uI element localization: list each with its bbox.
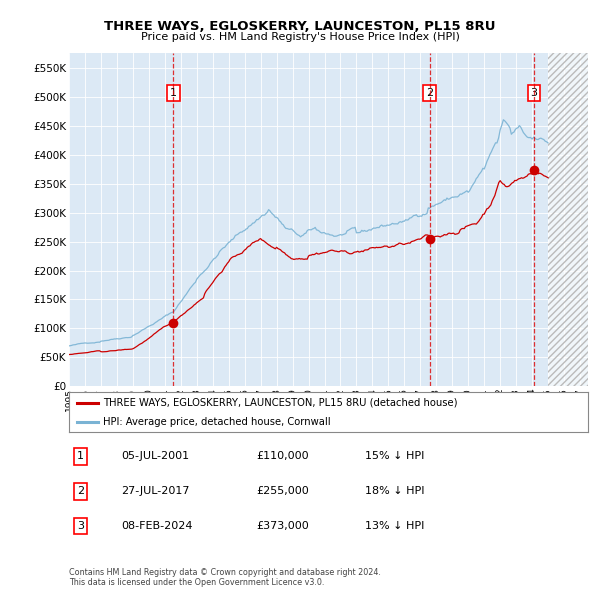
Text: 15% ↓ HPI: 15% ↓ HPI	[365, 451, 424, 461]
Text: £373,000: £373,000	[256, 521, 308, 531]
Text: £110,000: £110,000	[256, 451, 308, 461]
Text: 2: 2	[426, 88, 433, 98]
Text: 1: 1	[77, 451, 84, 461]
Text: HPI: Average price, detached house, Cornwall: HPI: Average price, detached house, Corn…	[103, 417, 331, 427]
Text: 08-FEB-2024: 08-FEB-2024	[121, 521, 193, 531]
Text: 3: 3	[77, 521, 84, 531]
Text: 2: 2	[77, 486, 84, 496]
Text: 18% ↓ HPI: 18% ↓ HPI	[365, 486, 424, 496]
Text: 1: 1	[170, 88, 177, 98]
Text: 05-JUL-2001: 05-JUL-2001	[121, 451, 189, 461]
Text: 3: 3	[530, 88, 538, 98]
Text: 27-JUL-2017: 27-JUL-2017	[121, 486, 190, 496]
Text: Contains HM Land Registry data © Crown copyright and database right 2024.
This d: Contains HM Land Registry data © Crown c…	[69, 568, 381, 587]
Text: Price paid vs. HM Land Registry's House Price Index (HPI): Price paid vs. HM Land Registry's House …	[140, 32, 460, 42]
Text: £255,000: £255,000	[256, 486, 308, 496]
Text: THREE WAYS, EGLOSKERRY, LAUNCESTON, PL15 8RU (detached house): THREE WAYS, EGLOSKERRY, LAUNCESTON, PL15…	[103, 398, 457, 408]
Bar	[548, 53, 588, 386]
Text: THREE WAYS, EGLOSKERRY, LAUNCESTON, PL15 8RU: THREE WAYS, EGLOSKERRY, LAUNCESTON, PL15…	[104, 20, 496, 33]
Text: 13% ↓ HPI: 13% ↓ HPI	[365, 521, 424, 531]
Bar	[548, 53, 588, 386]
